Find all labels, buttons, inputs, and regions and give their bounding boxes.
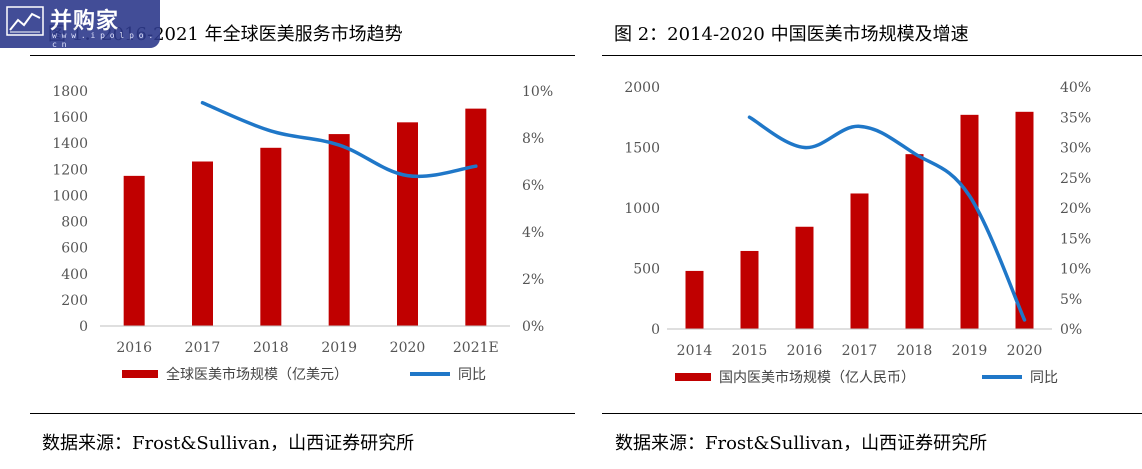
legend-label-line: 同比 xyxy=(458,367,486,383)
y2-tick-label: 30% xyxy=(1060,141,1091,157)
bottom-rule xyxy=(30,413,575,414)
y2-tick-label: 6% xyxy=(522,178,544,194)
legend-swatch-bar xyxy=(122,370,158,378)
x-tick-label: 2018 xyxy=(253,340,289,356)
y-tick-label: 2000 xyxy=(624,80,660,96)
y2-tick-label: 25% xyxy=(1060,171,1091,187)
x-tick-label: 2020 xyxy=(1007,343,1043,359)
chart-panel-china: 图 2：2014-2020 中国医美市场规模及增速 0 500 1000 1500 20… xyxy=(582,0,1142,469)
legend-swatch-bar xyxy=(675,373,711,381)
y2-tick-label: 0% xyxy=(1060,322,1082,338)
bar-2016 xyxy=(795,226,814,329)
series-line-yoy xyxy=(747,115,1027,322)
y-tick-label: 1000 xyxy=(52,188,88,204)
y-tick-label: 1000 xyxy=(624,201,660,217)
bottom-rule xyxy=(602,413,1142,414)
bar-2017 xyxy=(850,193,869,329)
y-tick-label: 0 xyxy=(79,319,88,335)
x-tick-label: 2020 xyxy=(390,340,426,356)
x-tick-label: 2017 xyxy=(185,340,221,356)
watermark-url: w w w . i p o l p o . c n xyxy=(52,31,154,49)
y-tick-label: 1500 xyxy=(624,141,660,157)
bar-2020 xyxy=(397,122,418,326)
chart-source: 数据来源：Frost&Sullivan，山西证券研究所 xyxy=(615,433,988,454)
y2-tick-label: 15% xyxy=(1060,231,1091,247)
legend-label-bar: 国内医美市场规模（亿人民币） xyxy=(719,369,915,386)
bar-2021E xyxy=(465,108,487,326)
watermark-brand: 并购家 xyxy=(50,9,120,34)
y2-tick-label: 10% xyxy=(522,84,553,100)
chart-global-market: 0 200 400 600 800 1000 1200 1400 1600 1800 0% 2% 4% 6… xyxy=(52,84,553,383)
bar-2018 xyxy=(260,147,282,326)
chart-title: 图 2：2014-2020 中国医美市场规模及增速 xyxy=(614,24,969,45)
bar-2019 xyxy=(328,134,350,326)
bar-2018 xyxy=(905,154,924,329)
x-tick-label: 2017 xyxy=(842,343,878,359)
bar-2015 xyxy=(740,250,759,329)
series-line-yoy xyxy=(200,101,478,179)
y-tick-label: 200 xyxy=(61,293,88,309)
top-rule xyxy=(30,55,575,56)
y2-tick-label: 10% xyxy=(1060,262,1091,278)
x-tick-label: 2016 xyxy=(787,343,823,359)
x-tick-label: 2018 xyxy=(897,343,933,359)
y2-tick-label: 0% xyxy=(522,319,544,335)
x-tick-label: 2021E xyxy=(453,340,499,356)
y-tick-label: 1600 xyxy=(52,110,88,126)
bar-2020 xyxy=(1015,111,1034,330)
legend-label-bar: 全球医美市场规模（亿美元） xyxy=(166,366,348,383)
y2-tick-label: 40% xyxy=(1060,80,1091,96)
bar-2016 xyxy=(123,175,145,326)
y-tick-label: 0 xyxy=(651,322,660,338)
y2-tick-label: 8% xyxy=(522,131,544,147)
chart-trend-icon xyxy=(6,6,44,36)
bar-2017 xyxy=(192,161,213,326)
bar-2019 xyxy=(960,114,979,329)
chart-source: 数据来源：Frost&Sullivan，山西证券研究所 xyxy=(42,433,415,454)
y2-tick-label: 20% xyxy=(1060,201,1091,217)
y2-tick-label: 4% xyxy=(522,225,544,241)
y-tick-label: 600 xyxy=(61,241,88,257)
bar-2014 xyxy=(685,270,704,329)
x-tick-label: 2019 xyxy=(952,343,988,359)
y2-tick-label: 35% xyxy=(1060,110,1091,126)
chart-panel-global: 图 1：2016-2021 年全球医美服务市场趋势 0 200 400 600 800 1… xyxy=(0,0,575,469)
y-tick-label: 400 xyxy=(61,267,88,283)
watermark-logo: 并购家 w w w . i p o l p o . c n xyxy=(0,0,160,49)
y-tick-label: 1800 xyxy=(52,84,88,100)
x-tick-label: 2015 xyxy=(732,343,768,359)
y-tick-label: 1400 xyxy=(52,136,88,152)
top-rule xyxy=(602,55,1142,56)
x-tick-label: 2019 xyxy=(321,340,357,356)
y-tick-label: 1200 xyxy=(52,162,88,178)
legend-label-line: 同比 xyxy=(1030,370,1058,386)
chart-china-market: 0 500 1000 1500 2000 0% 5% 10% 15% 20% 25% 30% 35% 40… xyxy=(624,80,1091,386)
y2-tick-label: 5% xyxy=(1060,292,1082,308)
x-tick-label: 2014 xyxy=(677,343,713,359)
y2-tick-label: 2% xyxy=(522,272,544,288)
x-tick-label: 2016 xyxy=(116,340,152,356)
y-tick-label: 800 xyxy=(61,215,88,231)
y-tick-label: 500 xyxy=(633,262,660,278)
